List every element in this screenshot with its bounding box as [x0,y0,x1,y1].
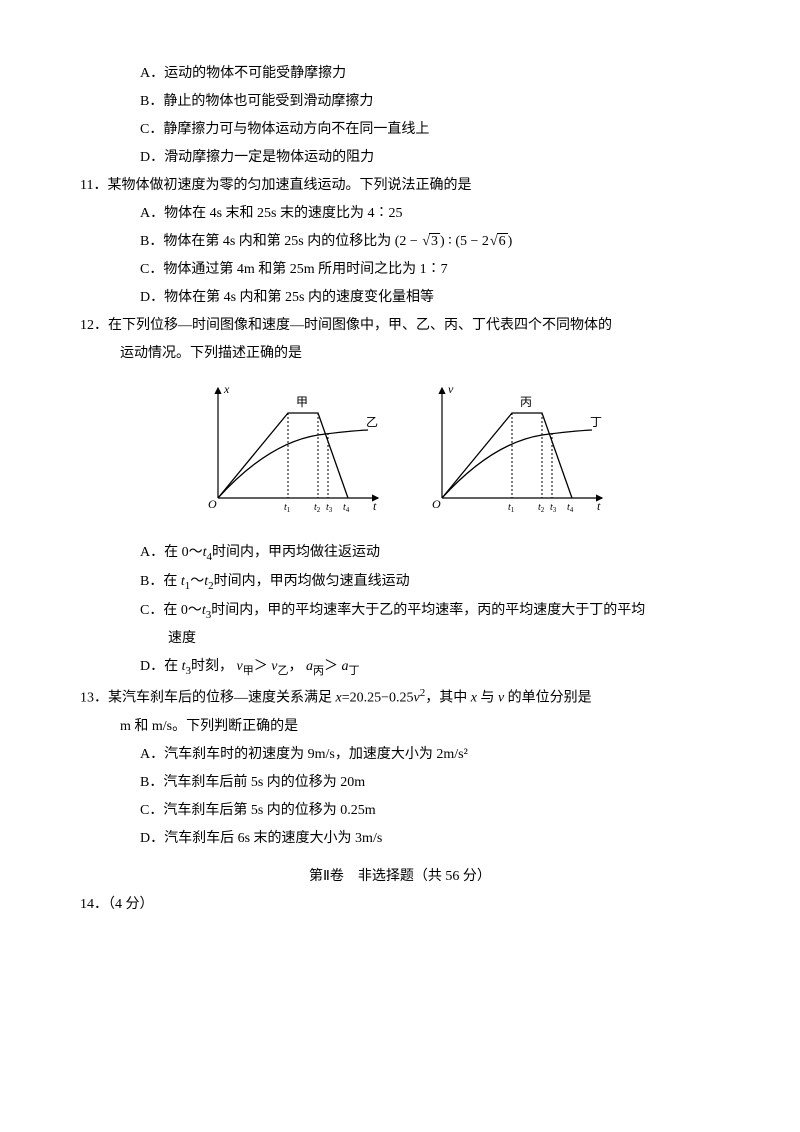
svg-text:t3: t3 [550,502,557,514]
q11-opt-a: A．物体在 4s 末和 25s 末的速度比为 4∶25 [140,200,720,228]
q12-opt-c-cont: 速度 [140,625,720,653]
q10-opt-d: D．滑动摩擦力一定是物体运动的阻力 [140,144,720,172]
svg-text:t1: t1 [284,502,291,514]
svg-text:x: x [223,382,230,396]
q13-options: A．汽车刹车时的初速度为 9m/s，加速度大小为 2m/s² B．汽车刹车后前 … [80,741,720,853]
q10-opt-b: B．静止的物体也可能受到滑动摩擦力 [140,88,720,116]
q11-options: A．物体在 4s 末和 25s 末的速度比为 4∶25 B．物体在第 4s 内和… [80,200,720,312]
q12-opt-b: B．在 t1～t2时间内，甲丙均做匀速直线运动 [140,568,720,597]
q13-opt-d: D．汽车刹车后 6s 末的速度大小为 3m/s [140,825,720,853]
q14-stem: 14．（4 分） [80,891,720,919]
q12-opt-d: D．在 t3时刻， v甲＞ v乙， a丙＞ a丁 [140,653,720,682]
svg-text:丁: 丁 [590,415,602,429]
svg-text:O: O [208,497,217,511]
svg-text:丙: 丙 [520,395,532,409]
q12-graphs: O x t 甲 乙 t1 t2 t3 t4 O v t 丙 丁 t1 t2 t3… [80,378,720,529]
q11-stem: 11．某物体做初速度为零的匀加速直线运动。下列说法正确的是 [80,172,720,200]
svg-text:O: O [432,497,441,511]
q10-opt-a: A．运动的物体不可能受静摩擦力 [140,60,720,88]
q12-stem2: 运动情况。下列描述正确的是 [80,340,720,368]
q13-opt-a: A．汽车刹车时的初速度为 9m/s，加速度大小为 2m/s² [140,741,720,769]
q12-opt-a: A．在 0～t4时间内，甲丙均做往返运动 [140,539,720,568]
svg-text:t: t [373,499,377,513]
q12-opt-c: C．在 0～t3时间内，甲的平均速率大于乙的平均速率，丙的平均速度大于丁的平均 [140,597,720,626]
q13-opt-c: C．汽车刹车后第 5s 内的位移为 0.25m [140,797,720,825]
graph-xt: O x t 甲 乙 t1 t2 t3 t4 [188,378,388,518]
q10-options: A．运动的物体不可能受静摩擦力 B．静止的物体也可能受到滑动摩擦力 C．静摩擦力… [80,60,720,172]
q11-opt-d: D．物体在第 4s 内和第 25s 内的速度变化量相等 [140,284,720,312]
q11-opt-b: B．物体在第 4s 内和第 25s 内的位移比为 (2 − 3) ∶ (5 − … [140,228,720,256]
svg-text:t4: t4 [343,502,350,514]
svg-text:甲: 甲 [296,395,308,409]
q12-options: A．在 0～t4时间内，甲丙均做往返运动 B．在 t1～t2时间内，甲丙均做匀速… [80,539,720,682]
q13-stem: 13．某汽车刹车后的位移—速度关系满足 x=20.25−0.25v2，其中 x … [80,682,720,713]
part2-title: 第Ⅱ卷 非选择题（共 56 分） [80,863,720,891]
svg-text:t: t [597,499,601,513]
svg-text:t2: t2 [538,502,545,514]
q10-opt-c: C．静摩擦力可与物体运动方向不在同一直线上 [140,116,720,144]
svg-text:t1: t1 [508,502,515,514]
q13-opt-b: B．汽车刹车后前 5s 内的位移为 20m [140,769,720,797]
svg-text:t2: t2 [314,502,321,514]
q11-opt-c: C．物体通过第 4m 和第 25m 所用时间之比为 1∶7 [140,256,720,284]
svg-text:乙: 乙 [366,415,378,429]
q12-stem: 12．在下列位移—时间图像和速度—时间图像中，甲、乙、丙、丁代表四个不同物体的 [80,312,720,340]
graph-vt: O v t 丙 丁 t1 t2 t3 t4 [412,378,612,518]
svg-text:t3: t3 [326,502,333,514]
svg-text:t4: t4 [567,502,574,514]
svg-text:v: v [448,382,454,396]
q13-stem2: m 和 m/s。下列判断正确的是 [80,713,720,741]
